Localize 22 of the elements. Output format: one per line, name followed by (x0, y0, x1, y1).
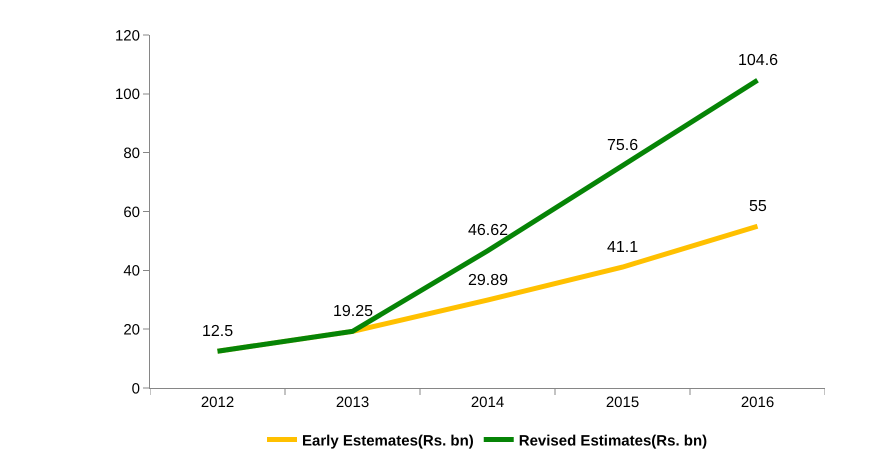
y-tick-label: 100 (114, 86, 140, 104)
y-tick-label: 120 (114, 27, 140, 44)
legend-label: Early Estemates(Rs. bn) (302, 432, 474, 450)
x-tick-label: 2014 (470, 394, 504, 411)
y-tick-label: 0 (132, 380, 140, 398)
y-tick-label: 60 (123, 204, 140, 221)
x-tick-label: 2016 (740, 394, 774, 411)
legend-label: Revised Estimates(Rs. bn) (518, 432, 708, 450)
x-tick-label: 2015 (606, 394, 640, 411)
x-tick-label: 2013 (336, 394, 370, 411)
data-label: 75.6 (607, 137, 638, 154)
x-tick-label: 2012 (200, 394, 234, 411)
data-label: 41.1 (607, 239, 638, 256)
y-tick-label: 80 (123, 144, 140, 162)
data-label: 46.62 (468, 222, 508, 239)
y-tick-label: 20 (123, 321, 140, 338)
data-label: 19.25 (333, 303, 374, 320)
data-label: 29.89 (468, 272, 508, 289)
data-label: 55 (749, 198, 767, 215)
y-tick-label: 40 (123, 262, 140, 280)
data-label: 12.5 (202, 323, 234, 340)
data-label: 104.6 (738, 52, 778, 69)
